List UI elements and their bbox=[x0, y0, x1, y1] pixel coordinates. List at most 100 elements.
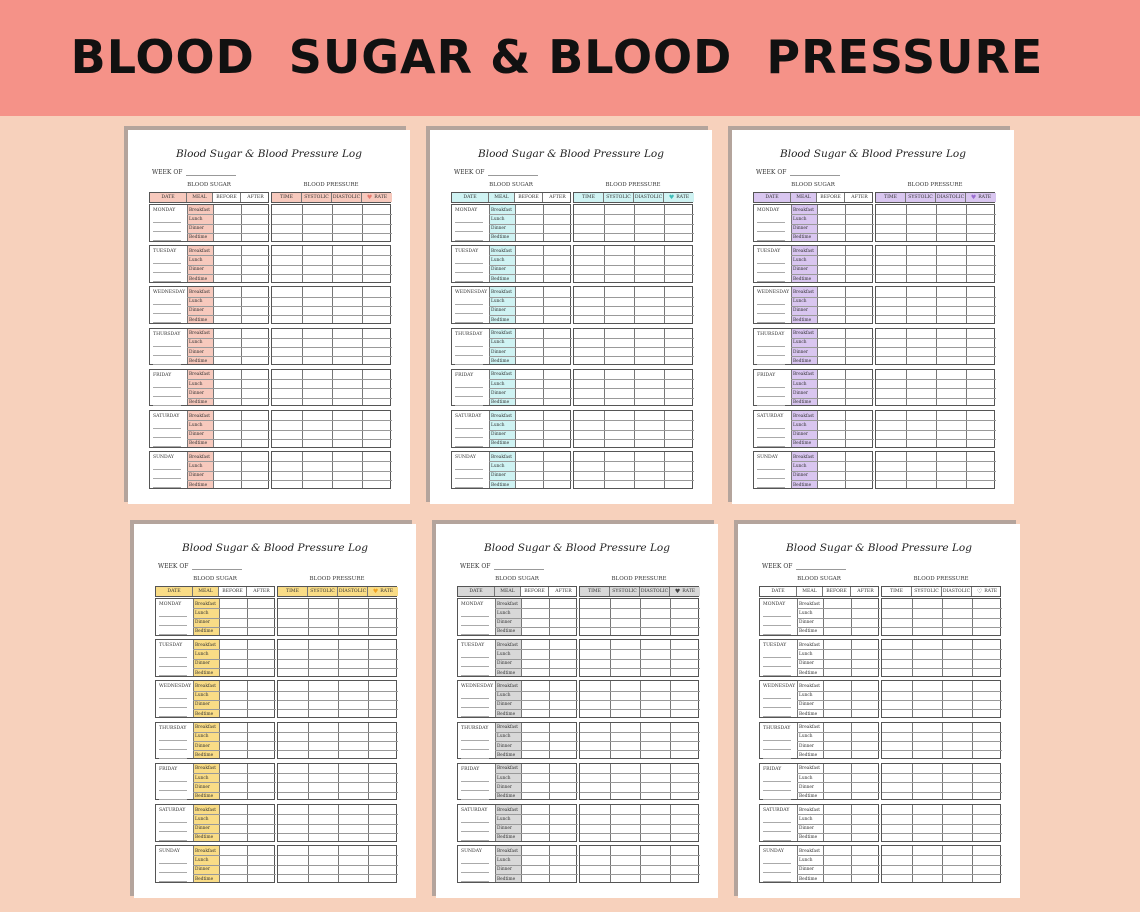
date-field[interactable] bbox=[159, 757, 187, 759]
date-field[interactable] bbox=[757, 446, 785, 447]
date-field[interactable] bbox=[763, 798, 791, 800]
date-field[interactable] bbox=[757, 395, 785, 397]
date-field[interactable] bbox=[757, 263, 785, 265]
date-field[interactable] bbox=[153, 304, 181, 306]
date-field[interactable] bbox=[455, 313, 483, 315]
date-field[interactable] bbox=[455, 386, 483, 388]
date-field[interactable] bbox=[763, 780, 791, 782]
date-field[interactable] bbox=[461, 822, 489, 823]
date-field[interactable] bbox=[757, 313, 785, 315]
date-field[interactable] bbox=[153, 354, 181, 356]
date-field[interactable] bbox=[461, 798, 489, 800]
date-field[interactable] bbox=[757, 437, 785, 438]
date-field[interactable] bbox=[455, 231, 483, 232]
date-field[interactable] bbox=[159, 863, 187, 865]
date-field[interactable] bbox=[455, 404, 483, 406]
date-field[interactable] bbox=[763, 789, 791, 791]
date-field[interactable] bbox=[159, 675, 187, 677]
date-field[interactable] bbox=[455, 478, 483, 480]
date-field[interactable] bbox=[757, 386, 785, 388]
week-of-field[interactable] bbox=[186, 175, 236, 176]
date-field[interactable] bbox=[153, 386, 181, 388]
date-field[interactable] bbox=[159, 716, 187, 718]
date-field[interactable] bbox=[461, 831, 489, 832]
date-field[interactable] bbox=[757, 428, 785, 429]
date-field[interactable] bbox=[159, 872, 187, 874]
date-field[interactable] bbox=[461, 707, 489, 709]
date-field[interactable] bbox=[763, 863, 791, 865]
date-field[interactable] bbox=[757, 222, 785, 223]
date-field[interactable] bbox=[455, 272, 483, 274]
date-field[interactable] bbox=[461, 789, 489, 791]
date-field[interactable] bbox=[153, 322, 181, 324]
date-field[interactable] bbox=[763, 757, 791, 759]
date-field[interactable] bbox=[153, 281, 181, 283]
date-field[interactable] bbox=[461, 657, 489, 659]
date-field[interactable] bbox=[159, 625, 187, 626]
date-field[interactable] bbox=[763, 616, 791, 617]
date-field[interactable] bbox=[153, 363, 181, 365]
date-field[interactable] bbox=[455, 281, 483, 283]
date-field[interactable] bbox=[763, 634, 791, 635]
date-field[interactable] bbox=[757, 322, 785, 324]
date-field[interactable] bbox=[455, 487, 483, 489]
date-field[interactable] bbox=[763, 707, 791, 709]
date-field[interactable] bbox=[153, 437, 181, 438]
date-field[interactable] bbox=[455, 469, 483, 471]
date-field[interactable] bbox=[153, 469, 181, 471]
date-field[interactable] bbox=[159, 881, 187, 883]
date-field[interactable] bbox=[461, 716, 489, 718]
date-field[interactable] bbox=[455, 354, 483, 356]
date-field[interactable] bbox=[763, 872, 791, 874]
date-field[interactable] bbox=[461, 739, 489, 741]
date-field[interactable] bbox=[763, 666, 791, 668]
date-field[interactable] bbox=[159, 780, 187, 782]
date-field[interactable] bbox=[461, 881, 489, 883]
date-field[interactable] bbox=[455, 395, 483, 397]
date-field[interactable] bbox=[763, 739, 791, 741]
date-field[interactable] bbox=[153, 446, 181, 447]
date-field[interactable] bbox=[757, 272, 785, 274]
date-field[interactable] bbox=[763, 657, 791, 659]
date-field[interactable] bbox=[159, 840, 187, 841]
date-field[interactable] bbox=[153, 478, 181, 480]
date-field[interactable] bbox=[159, 657, 187, 659]
date-field[interactable] bbox=[153, 487, 181, 489]
date-field[interactable] bbox=[159, 634, 187, 635]
week-of-field[interactable] bbox=[488, 175, 538, 176]
date-field[interactable] bbox=[461, 634, 489, 635]
date-field[interactable] bbox=[757, 469, 785, 471]
date-field[interactable] bbox=[461, 840, 489, 841]
date-field[interactable] bbox=[159, 707, 187, 709]
date-field[interactable] bbox=[159, 616, 187, 617]
date-field[interactable] bbox=[159, 739, 187, 741]
date-field[interactable] bbox=[757, 304, 785, 306]
date-field[interactable] bbox=[757, 478, 785, 480]
date-field[interactable] bbox=[763, 840, 791, 841]
date-field[interactable] bbox=[153, 395, 181, 397]
date-field[interactable] bbox=[461, 780, 489, 782]
date-field[interactable] bbox=[763, 831, 791, 832]
date-field[interactable] bbox=[455, 263, 483, 265]
date-field[interactable] bbox=[757, 231, 785, 232]
date-field[interactable] bbox=[159, 666, 187, 668]
date-field[interactable] bbox=[159, 822, 187, 823]
date-field[interactable] bbox=[757, 354, 785, 356]
date-field[interactable] bbox=[153, 263, 181, 265]
date-field[interactable] bbox=[763, 716, 791, 718]
date-field[interactable] bbox=[153, 428, 181, 429]
date-field[interactable] bbox=[455, 363, 483, 365]
date-field[interactable] bbox=[757, 281, 785, 283]
date-field[interactable] bbox=[757, 345, 785, 347]
date-field[interactable] bbox=[461, 666, 489, 668]
date-field[interactable] bbox=[153, 222, 181, 223]
date-field[interactable] bbox=[461, 757, 489, 759]
date-field[interactable] bbox=[455, 428, 483, 429]
date-field[interactable] bbox=[757, 240, 785, 241]
date-field[interactable] bbox=[763, 625, 791, 626]
date-field[interactable] bbox=[455, 322, 483, 324]
date-field[interactable] bbox=[455, 240, 483, 241]
date-field[interactable] bbox=[153, 231, 181, 232]
date-field[interactable] bbox=[455, 446, 483, 447]
date-field[interactable] bbox=[763, 675, 791, 677]
